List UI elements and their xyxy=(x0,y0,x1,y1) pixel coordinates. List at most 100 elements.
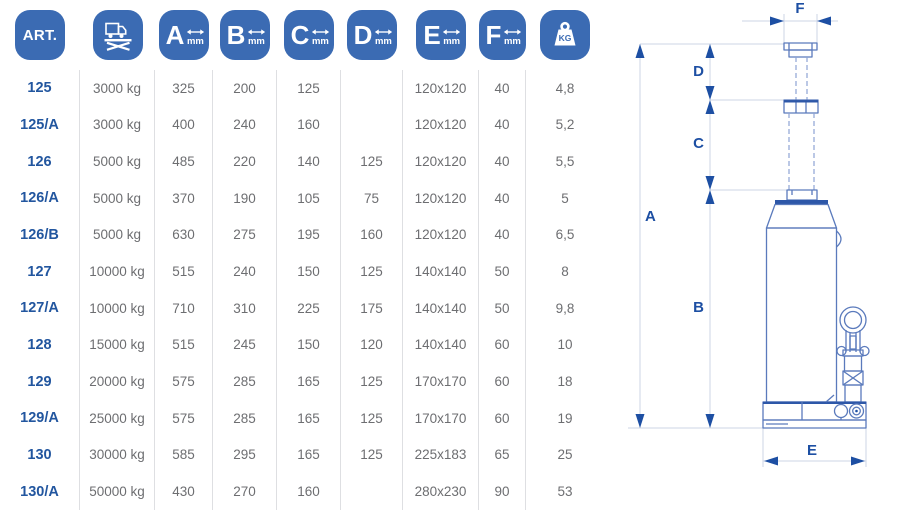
double-arrow-icon xyxy=(186,29,205,35)
header-cell-e: E mm xyxy=(403,8,479,62)
table-row: 128 15000 kg 515 245 150 120 140x140 60 … xyxy=(0,326,604,364)
cell-capacity: 30000 kg xyxy=(80,436,155,474)
cell-c: 160 xyxy=(277,473,341,510)
cell-f: 40 xyxy=(479,70,526,107)
dim-letter-d: D xyxy=(353,20,373,50)
cell-capacity: 50000 kg xyxy=(80,473,155,510)
dim-label-a: A xyxy=(645,208,656,225)
cell-kg: 8 xyxy=(561,264,569,280)
cell-capacity: 25000 kg xyxy=(80,399,155,437)
cell-b: 285 xyxy=(213,363,277,400)
dim-label-d: D xyxy=(693,63,704,80)
dim-unit: mm xyxy=(443,35,461,47)
cell-kg: 5,2 xyxy=(555,117,575,133)
header-cell-b: B mm xyxy=(213,8,277,62)
cell-e: 140x140 xyxy=(403,289,479,327)
header-tile-f: F mm xyxy=(479,10,526,60)
cell-kg: 9,8 xyxy=(555,300,575,316)
dim-letter-a: A xyxy=(165,20,185,50)
cell-a: 400 xyxy=(155,106,213,144)
dim-letter-f: F xyxy=(485,20,502,50)
cell-b: 240 xyxy=(213,106,277,144)
cell-kg: 5,5 xyxy=(555,154,575,170)
cell-e: 170x170 xyxy=(403,399,479,437)
weight-icon: KG xyxy=(554,21,576,46)
cell-art: 126/A xyxy=(0,179,80,217)
header-tile-kg: KG xyxy=(540,10,590,60)
cell-capacity: 5000 kg xyxy=(80,143,155,180)
double-arrow-icon xyxy=(247,29,266,35)
dim-unit: mm xyxy=(186,35,204,47)
cell-art: 127 xyxy=(0,253,80,290)
dim-label-c: C xyxy=(693,135,704,152)
cell-f: 60 xyxy=(479,399,526,437)
cell-f: 50 xyxy=(479,253,526,290)
header-cell-art: ART. xyxy=(0,8,80,62)
jack-diagram: A B C D E F xyxy=(628,0,870,467)
cell-c: 105 xyxy=(277,179,341,217)
dimension-labels: A B C D E F xyxy=(645,0,817,459)
cell-f: 65 xyxy=(479,436,526,474)
cell-a: 515 xyxy=(155,326,213,364)
cell-art: 129/A xyxy=(0,399,80,437)
dim-unit: mm xyxy=(374,35,392,47)
truck-lift-icon xyxy=(104,22,131,51)
table-row: 125 3000 kg 325 200 125 120x120 40 4,8 xyxy=(0,70,604,107)
cell-kg: 6,5 xyxy=(555,227,575,243)
cell-b: 240 xyxy=(213,253,277,290)
cell-c: 160 xyxy=(277,106,341,144)
cell-a: 325 xyxy=(155,70,213,107)
header-cell-capacity xyxy=(80,8,155,62)
cell-kg: 4,8 xyxy=(555,80,575,96)
cell-b: 295 xyxy=(213,436,277,474)
dim-label-f: F xyxy=(795,0,804,17)
cell-a: 515 xyxy=(155,253,213,290)
cell-a: 575 xyxy=(155,363,213,400)
cell-capacity: 5000 kg xyxy=(80,216,155,254)
header-cell-kg: KG xyxy=(526,8,604,62)
cell-d: 160 xyxy=(341,216,403,254)
cell-art: 130/A xyxy=(0,473,80,510)
header-tile-b: B mm xyxy=(220,10,270,60)
cell-d: 125 xyxy=(341,399,403,437)
cell-d: 175 xyxy=(341,289,403,327)
table-row: 129 20000 kg 575 285 165 125 170x170 60 … xyxy=(0,363,604,400)
cell-f: 90 xyxy=(479,473,526,510)
cell-e: 140x140 xyxy=(403,326,479,364)
cell-kg: 18 xyxy=(557,374,573,390)
header-cell-d: D mm xyxy=(341,8,403,62)
cell-d: 125 xyxy=(341,363,403,400)
cell-art: 127/A xyxy=(0,289,80,327)
cell-capacity: 10000 kg xyxy=(80,289,155,327)
cell-a: 575 xyxy=(155,399,213,437)
cell-b: 220 xyxy=(213,143,277,180)
header-tile-e: E mm xyxy=(416,10,466,60)
double-arrow-icon xyxy=(503,29,522,35)
cell-c: 195 xyxy=(277,216,341,254)
cell-b: 285 xyxy=(213,399,277,437)
cell-f: 40 xyxy=(479,216,526,254)
cell-b: 310 xyxy=(213,289,277,327)
cell-c: 165 xyxy=(277,399,341,437)
cell-d: 75 xyxy=(341,179,403,217)
cell-b: 245 xyxy=(213,326,277,364)
cell-a: 485 xyxy=(155,143,213,180)
cell-a: 370 xyxy=(155,179,213,217)
cell-d: 120 xyxy=(341,326,403,364)
header-cell-c: C mm xyxy=(277,8,341,62)
cell-f: 60 xyxy=(479,326,526,364)
cell-art: 130 xyxy=(0,436,80,474)
cell-art: 126/B xyxy=(0,216,80,254)
table-row: 126/B 5000 kg 630 275 195 160 120x120 40… xyxy=(0,216,604,254)
cell-e: 120x120 xyxy=(403,143,479,180)
table-row: 129/A 25000 kg 575 285 165 125 170x170 6… xyxy=(0,399,604,437)
cell-a: 710 xyxy=(155,289,213,327)
cell-e: 120x120 xyxy=(403,216,479,254)
cell-c: 165 xyxy=(277,363,341,400)
table-body: 125 3000 kg 325 200 125 120x120 40 4,8 1… xyxy=(0,70,604,510)
cell-kg: 5 xyxy=(561,190,569,206)
cell-c: 140 xyxy=(277,143,341,180)
cell-c: 165 xyxy=(277,436,341,474)
jack-outline xyxy=(762,42,870,429)
table-row: 126/A 5000 kg 370 190 105 75 120x120 40 … xyxy=(0,179,604,217)
